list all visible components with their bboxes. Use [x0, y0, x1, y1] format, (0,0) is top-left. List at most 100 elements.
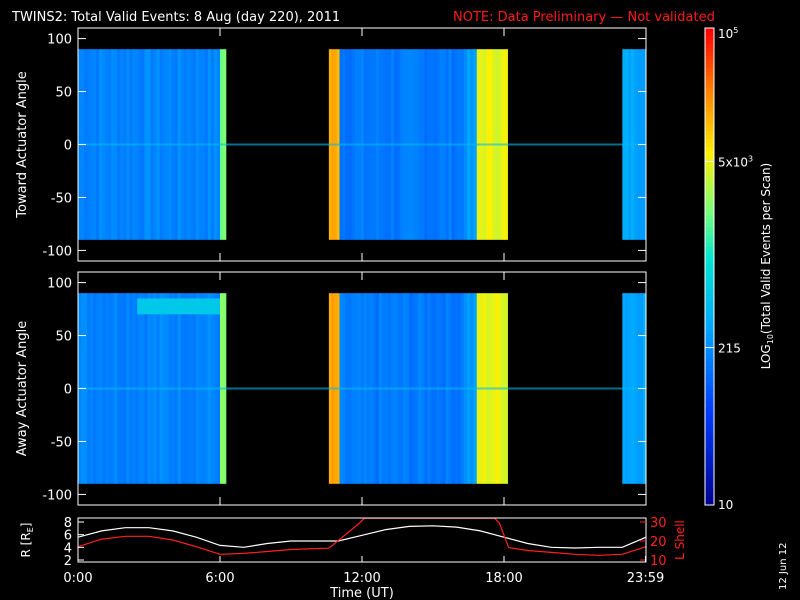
y-axis-label: Away Actuator Angle: [15, 321, 30, 456]
colorbar-cell: [705, 409, 714, 415]
colorbar-cell: [705, 497, 714, 502]
colorbar-cell: [705, 190, 714, 196]
colorbar-cell: [705, 206, 714, 212]
colorbar-cell: [705, 306, 714, 311]
colorbar-cell: [705, 135, 714, 140]
colorbar-cell: [705, 226, 714, 232]
colorbar-cell: [705, 43, 714, 49]
y-tick-label: 100: [47, 277, 72, 292]
colorbar: 10 215 5x103 105 LOG10(Total Valid Events pe…: [704, 26, 775, 512]
colorbar-cell: [705, 31, 714, 37]
toward-angle-panel: 100 50 0 -50 -100 Toward Actuator Angle: [15, 27, 647, 262]
colorbar-cell: [705, 294, 714, 299]
colorbar-cell: [705, 429, 714, 434]
y-tick-label: -100: [42, 244, 72, 259]
heatmap-patch: [137, 298, 220, 315]
colorbar-cell: [705, 238, 714, 244]
colorbar-cell: [705, 485, 714, 490]
date-stamp: 12 Jun 12: [778, 543, 789, 590]
colorbar-cell: [705, 262, 714, 267]
colorbar-cell: [705, 322, 714, 327]
colorbar-cell: [705, 385, 714, 391]
preliminary-note: NOTE: Data Preliminary — Not validated: [453, 10, 715, 25]
colorbar-cell: [705, 393, 714, 399]
colorbar-cell: [705, 278, 714, 283]
colorbar-cell: [705, 194, 714, 200]
colorbar-cell: [705, 202, 714, 208]
colorbar-cell: [705, 346, 714, 351]
colorbar-cell: [705, 258, 714, 264]
colorbar-cell: [705, 465, 714, 470]
colorbar-cell: [705, 425, 714, 430]
colorbar-cell: [705, 493, 714, 498]
y-tick-label: 2: [64, 554, 72, 569]
colorbar-cell: [705, 349, 714, 355]
colorbar-cell: [705, 210, 714, 216]
colorbar-cell: [705, 131, 714, 136]
colorbar-cell: [705, 143, 714, 148]
colorbar-cell: [705, 481, 714, 486]
colorbar-cell: [705, 107, 714, 112]
colorbar-cell: [705, 115, 714, 120]
right-y-tick-label: 30: [650, 516, 667, 531]
colorbar-cell: [705, 449, 714, 454]
colorbar-cell: [705, 28, 714, 33]
y-tick-label: -50: [51, 435, 72, 450]
colorbar-cell: [705, 234, 714, 240]
colorbar-cell: [705, 55, 714, 61]
colorbar-cell: [705, 469, 714, 474]
colorbar-cell: [705, 369, 714, 375]
colorbar-cell: [705, 242, 714, 248]
colorbar-cell: [705, 377, 714, 383]
colorbar-cell: [705, 83, 714, 89]
colorbar-cell: [705, 250, 714, 256]
x-tick-label: 0:00: [63, 571, 92, 586]
colorbar-cell: [705, 171, 714, 176]
colorbar-cell: [705, 461, 714, 466]
colorbar-cell: [705, 99, 714, 105]
colorbar-cell: [705, 314, 714, 319]
colorbar-tick-label: 215: [718, 342, 741, 356]
colorbar-cell: [705, 445, 714, 450]
colorbar-cell: [705, 330, 714, 335]
right-y-tick-label: 20: [650, 535, 667, 550]
orbit-lines: [78, 518, 646, 556]
colorbar-cell: [705, 417, 714, 423]
l-shell-line: [78, 518, 646, 556]
colorbar-cell: [705, 274, 714, 279]
colorbar-cell: [705, 51, 714, 57]
colorbar-tick-label: 105: [718, 26, 738, 41]
colorbar-cell: [705, 139, 714, 144]
colorbar-tick-label: 10: [718, 498, 733, 512]
colorbar-label: LOG10(Total Valid Events per Scan): [759, 163, 775, 370]
colorbar-cell: [705, 175, 714, 180]
colorbar-cell: [705, 441, 714, 446]
colorbar-cell: [705, 79, 714, 85]
colorbar-cell: [705, 95, 714, 101]
colorbar-cell: [705, 290, 714, 295]
colorbar-cell: [705, 318, 714, 323]
colorbar-cell: [705, 47, 714, 53]
colorbar-cell: [705, 401, 714, 407]
colorbar-cell: [705, 310, 714, 315]
colorbar-cell: [705, 381, 714, 387]
colorbar-cell: [705, 119, 714, 124]
y-tick-label: 50: [55, 86, 72, 101]
colorbar-cell: [705, 246, 714, 252]
colorbar-cell: [705, 282, 714, 287]
colorbar-cell: [705, 63, 714, 69]
colorbar-cell: [705, 298, 714, 303]
colorbar-cell: [705, 489, 714, 494]
colorbar-cell: [705, 147, 714, 152]
colorbar-cell: [705, 437, 714, 442]
colorbar-cell: [705, 453, 714, 458]
radius-axis-label: R [RE]: [19, 523, 35, 558]
colorbar-cell: [705, 473, 714, 478]
colorbar-cell: [705, 155, 714, 160]
colorbar-cell: [705, 214, 714, 220]
colorbar-cell: [705, 35, 714, 41]
colorbar-cell: [705, 103, 714, 108]
x-tick-label: 23:59: [627, 571, 664, 586]
